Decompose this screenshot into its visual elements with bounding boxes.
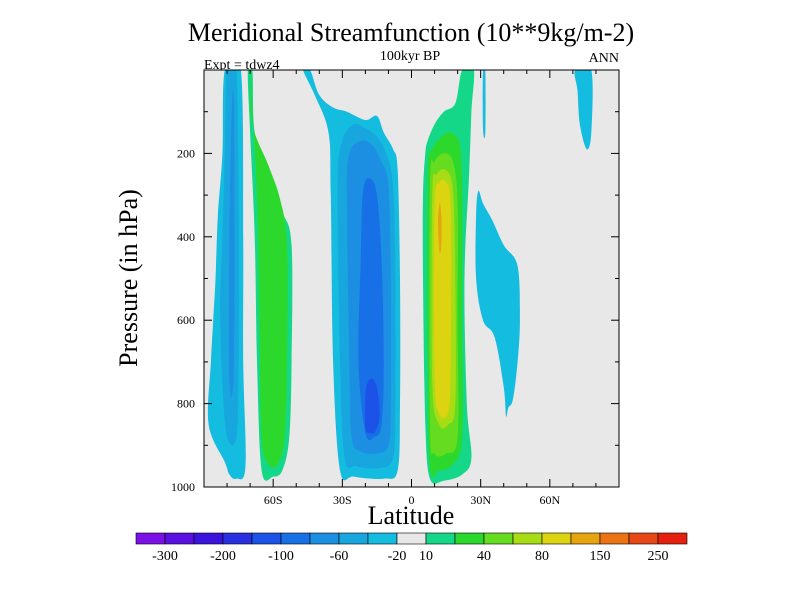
- colorbar-swatch: [367, 532, 398, 545]
- contour-fills: [207, 70, 593, 484]
- x-tick-label: 60N: [539, 493, 560, 507]
- y-tick-label: 1000: [171, 480, 195, 494]
- colorbar-swatch: [280, 532, 311, 545]
- colorbar-swatch: [512, 532, 543, 545]
- colorbar: -300 -200 -100 -60 -20 10 40 80 150 250: [135, 532, 688, 564]
- x-axis-title: Latitude: [368, 501, 455, 530]
- colorbar-label: -300: [152, 549, 178, 564]
- contour-region-14: [434, 179, 452, 419]
- colorbar-swatch: [628, 532, 659, 545]
- colorbar-swatch: [396, 532, 427, 545]
- contour-region-8: [358, 178, 384, 441]
- colorbar-label: -200: [210, 549, 236, 564]
- contour-region-2: [228, 87, 235, 398]
- colorbar-swatch: [425, 532, 456, 545]
- colorbar-label: -100: [268, 549, 294, 564]
- colorbar-label: 150: [590, 549, 611, 564]
- colorbar-swatch: [338, 532, 369, 545]
- chart-title: Meridional Streamfunction (10**9kg/m-2): [188, 18, 634, 47]
- y-tick-label: 800: [177, 397, 195, 411]
- contour-region-15: [437, 203, 442, 253]
- y-tick-label: 400: [177, 230, 195, 244]
- x-tick-label: 30N: [470, 493, 491, 507]
- colorbar-swatch: [454, 532, 485, 545]
- contour-region-4: [250, 70, 288, 468]
- y-axis-title: Pressure (in hPa): [114, 189, 143, 367]
- x-tick-label: 30S: [333, 493, 352, 507]
- colorbar-swatch: [309, 532, 340, 545]
- colorbar-swatch: [483, 532, 514, 545]
- x-tick-label: 60S: [264, 493, 283, 507]
- colorbar-swatch: [570, 532, 601, 545]
- experiment-label: Expt = tdwz4: [204, 58, 280, 73]
- colorbar-swatch: [135, 532, 166, 545]
- colorbar-swatch: [251, 532, 282, 545]
- season-label: ANN: [589, 51, 619, 66]
- y-tick-label: 200: [177, 146, 195, 160]
- colorbar-label: 250: [648, 549, 669, 564]
- colorbar-swatch: [541, 532, 572, 545]
- colorbar-swatch: [599, 532, 630, 545]
- contour-region-18: [574, 70, 593, 150]
- colorbar-label: 40: [477, 549, 491, 564]
- x-tick-label: 0: [409, 493, 415, 507]
- axis-ticks: 60S 30S 0 30N 60N 200 400 600 800 1000: [171, 70, 619, 507]
- colorbar-label: 10: [419, 549, 433, 564]
- colorbar-swatch: [657, 532, 688, 545]
- colorbar-label: 80: [535, 549, 549, 564]
- plot-area: 60S 30S 0 30N 60N 200 400 600 800 1000: [171, 69, 620, 507]
- colorbar-swatch: [193, 532, 224, 545]
- contour-region-9: [364, 378, 380, 434]
- colorbar-swatch: [164, 532, 195, 545]
- y-tick-label: 600: [177, 313, 195, 327]
- chart-subtitle: 100kyr BP: [380, 49, 441, 64]
- colorbar-swatch: [222, 532, 253, 545]
- contour-region-17: [475, 190, 520, 417]
- colorbar-label: -20: [388, 549, 407, 564]
- colorbar-label: -60: [330, 549, 349, 564]
- contour-region-16: [482, 70, 486, 139]
